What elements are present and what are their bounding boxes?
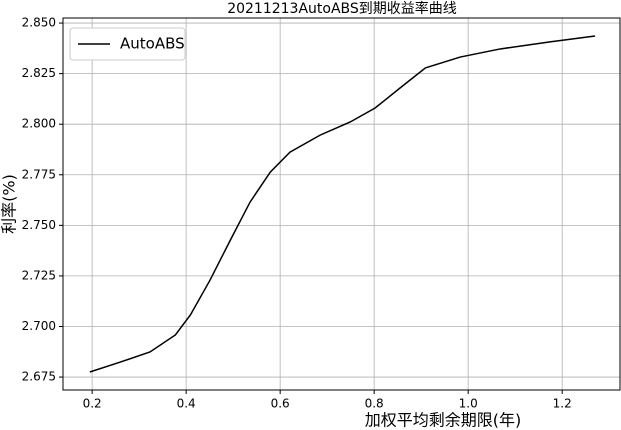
plot-frame (62, 17, 621, 391)
legend-box (69, 27, 186, 61)
y-tick-label: 2.750 (22, 218, 56, 232)
y-tick-label: 2.800 (22, 117, 56, 131)
x-tick-label: 0.8 (365, 397, 384, 411)
legend-label: AutoABS (120, 35, 185, 53)
chart-title: 20211213AutoABS到期收益率曲线 (227, 0, 457, 17)
x-tick-label: 0.2 (83, 397, 102, 411)
y-tick-label: 2.825 (22, 66, 56, 80)
line-series (89, 35, 596, 373)
x-tick-label: 0.6 (271, 397, 290, 411)
x-tick-label: 1.2 (553, 397, 572, 411)
y-tick-label: 2.725 (22, 268, 56, 282)
x-tick-label: 1.0 (459, 397, 478, 411)
y-axis-label: 利率(%) (0, 174, 19, 234)
y-tick-label: 2.675 (22, 370, 56, 384)
y-tick-label: 2.775 (22, 167, 56, 181)
y-tick-label: 2.850 (22, 16, 56, 30)
y-tick-label: 2.700 (22, 319, 56, 333)
x-tick-label: 0.4 (177, 397, 196, 411)
x-axis-label: 加权平均剩余期限(年) (365, 411, 522, 430)
